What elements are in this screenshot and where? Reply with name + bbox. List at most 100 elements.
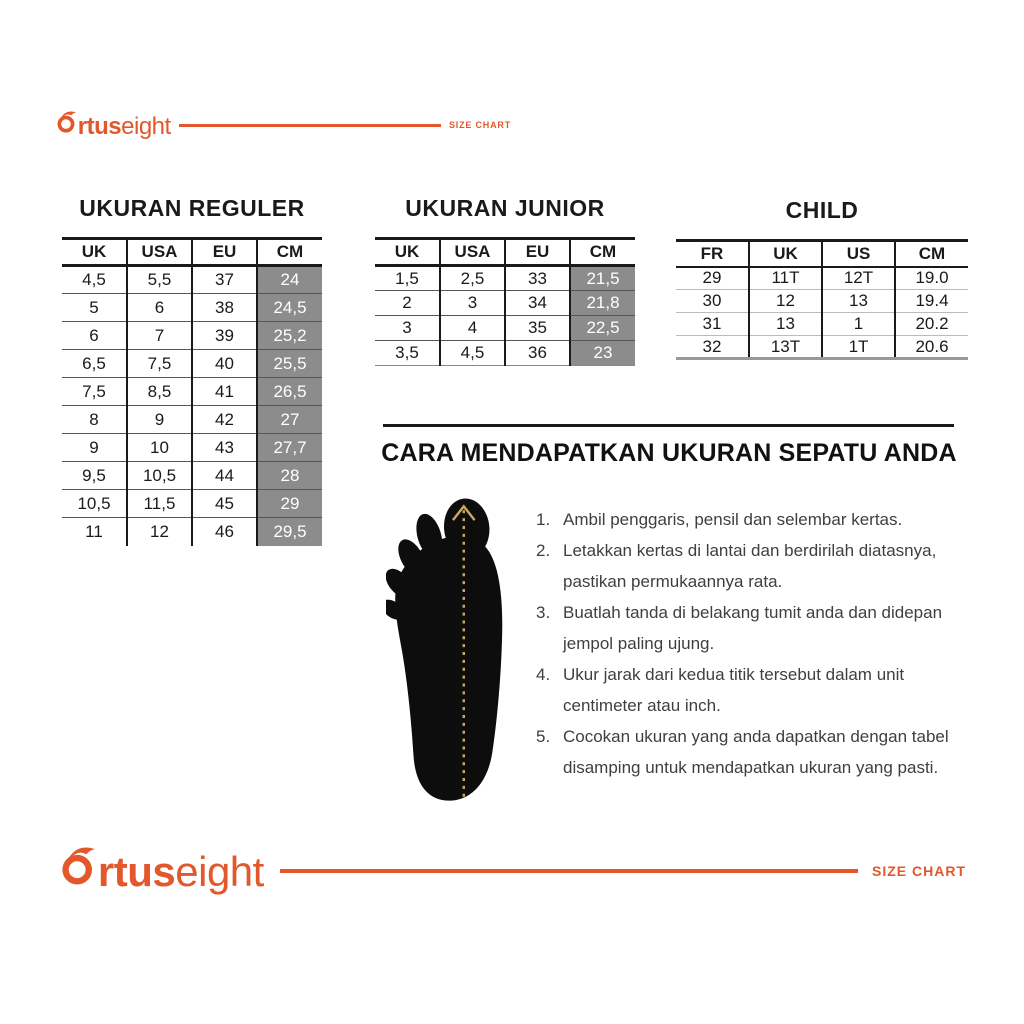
size-cell: 40 — [191, 349, 257, 378]
size-cell: 12 — [748, 289, 822, 313]
table-row: 10,5 11,5 45 29 — [62, 489, 322, 518]
table-row: 31 13 1 20.2 — [676, 312, 968, 336]
size-cell: 5 — [62, 293, 127, 322]
second-toe — [416, 513, 443, 558]
step-text: Ukur jarak dari kedua titik tersebut dal… — [563, 665, 905, 715]
size-cell: 33 — [504, 265, 570, 291]
pinky-toe — [386, 599, 405, 620]
step-text: Cocokan ukuran yang anda dapatkan dengan… — [563, 727, 949, 777]
size-cell: 21,5 — [569, 265, 635, 291]
step-number: 2. — [536, 541, 551, 560]
size-cell: 3 — [439, 290, 505, 316]
size-table-junior: UK USA EU CM 1,5 2,5 33 21,5 2 3 34 21,8 3 4 35 22,5 3,5… — [375, 237, 635, 366]
size-cell: 19.0 — [894, 266, 968, 290]
step-text: Ambil penggaris, pensil dan selembar ker… — [563, 510, 903, 529]
size-cell: 5,5 — [126, 265, 192, 294]
brand-rule-line — [279, 868, 858, 873]
table-title-reguler: UKURAN REGULER — [79, 195, 305, 221]
size-cell: 6,5 — [62, 349, 127, 378]
size-cell: 39 — [191, 321, 257, 350]
table-row: 3 4 35 22,5 — [375, 315, 635, 341]
table-title-child: CHILD — [785, 197, 859, 223]
size-cell: 6 — [126, 293, 192, 322]
step-text: Buatlah tanda di belakang tumit anda dan… — [563, 603, 943, 653]
size-cell: 7,5 — [126, 349, 192, 378]
table-block-reguler: UKURAN REGULER UK USA EU CM 4,5 5,5 37 24 5 6 38 24… — [62, 194, 322, 546]
size-cell: 42 — [191, 405, 257, 434]
size-cell: 30 — [676, 289, 749, 313]
size-cell: 2 — [375, 290, 440, 316]
instruction-step: 3. Buatlah tanda di belakang tumit anda d… — [536, 597, 976, 659]
size-cell: 38 — [191, 293, 257, 322]
size-cell: 34 — [504, 290, 570, 316]
instruction-step: 2. Letakkan kertas di lantai dan berdiril… — [536, 535, 976, 597]
size-cell: 4,5 — [439, 340, 505, 366]
column-header: UK — [62, 238, 127, 267]
size-cell: 6 — [62, 321, 127, 350]
size-cell: 45 — [191, 489, 257, 518]
size-cell: 21,8 — [569, 290, 635, 316]
table-row: 8 9 42 27 — [62, 405, 322, 434]
top-brand-bar: rtus eight SIZE CHART — [55, 110, 511, 141]
size-cell: 35 — [504, 315, 570, 341]
size-table-reguler: UK USA EU CM 4,5 5,5 37 24 5 6 38 24,5 6 7 39 25,2 6,5 7,… — [62, 237, 322, 546]
section-divider-line — [383, 424, 954, 427]
table-row: 5 6 38 24,5 — [62, 293, 322, 322]
size-cell: 44 — [191, 461, 257, 490]
size-cell: 41 — [191, 377, 257, 406]
size-cell: 24 — [256, 265, 322, 294]
size-cell: 13 — [821, 289, 895, 313]
table-block-child: CHILD FR UK US CM 29 11T 12T 19.0 30 12 13 19.4 31 13… — [676, 196, 968, 360]
table-row: 7,5 8,5 41 26,5 — [62, 377, 322, 406]
size-cell: 37 — [191, 265, 257, 294]
up-arrow-icon — [451, 504, 476, 521]
table-title-junior: UKURAN JUNIOR — [405, 195, 605, 221]
size-cell: 24,5 — [256, 293, 322, 322]
table-row: 6 7 39 25,2 — [62, 321, 322, 350]
size-cell: 10 — [126, 433, 192, 462]
header-row: FR UK US CM — [676, 240, 968, 268]
size-cell: 11 — [62, 517, 127, 546]
step-number: 3. — [536, 603, 551, 622]
column-header: CM — [256, 238, 322, 267]
column-header: CM — [894, 240, 968, 268]
size-cell: 29 — [256, 489, 322, 518]
logo-text-light: eight — [175, 848, 264, 896]
table-row: 30 12 13 19.4 — [676, 289, 968, 313]
size-cell: 9 — [62, 433, 127, 462]
size-cell: 46 — [191, 517, 257, 546]
size-chart-label: SIZE CHART — [449, 120, 511, 131]
size-cell: 20.2 — [894, 312, 968, 336]
size-cell: 9 — [126, 405, 192, 434]
size-cell: 29,5 — [256, 517, 322, 546]
ortuseight-flame-o-icon — [57, 111, 77, 133]
table-row: 1,5 2,5 33 21,5 — [375, 265, 635, 291]
ortuseight-flame-o-icon — [62, 847, 95, 885]
size-cell: 4,5 — [62, 265, 127, 294]
third-toe — [398, 539, 425, 576]
ortuseight-logo: rtus eight — [58, 845, 264, 896]
foot-sole-shape — [395, 535, 503, 801]
howto-title: CARA MENDAPATKAN UKURAN SEPATU ANDA — [381, 439, 957, 467]
size-cell: 28 — [256, 461, 322, 490]
size-cell: 26,5 — [256, 377, 322, 406]
table-row: 9,5 10,5 44 28 — [62, 461, 322, 490]
size-cell: 1,5 — [375, 265, 440, 291]
size-cell: 25,5 — [256, 349, 322, 378]
column-header: CM — [569, 238, 635, 267]
logo-text-bold: rtus — [97, 848, 176, 896]
size-cell: 4 — [439, 315, 505, 341]
size-cell: 11,5 — [126, 489, 192, 518]
size-cell: 27 — [256, 405, 322, 434]
table-row: 11 12 46 29,5 — [62, 517, 322, 546]
size-cell: 8 — [62, 405, 127, 434]
size-cell: 8,5 — [126, 377, 192, 406]
table-row: 9 10 43 27,7 — [62, 433, 322, 462]
foot-sole-silhouette-icon — [386, 498, 503, 801]
size-cell: 1T — [821, 335, 895, 359]
size-cell: 32 — [676, 335, 749, 359]
column-header: EU — [191, 238, 257, 267]
size-chart-label: SIZE CHART — [872, 862, 966, 879]
step-number: 5. — [536, 727, 551, 746]
